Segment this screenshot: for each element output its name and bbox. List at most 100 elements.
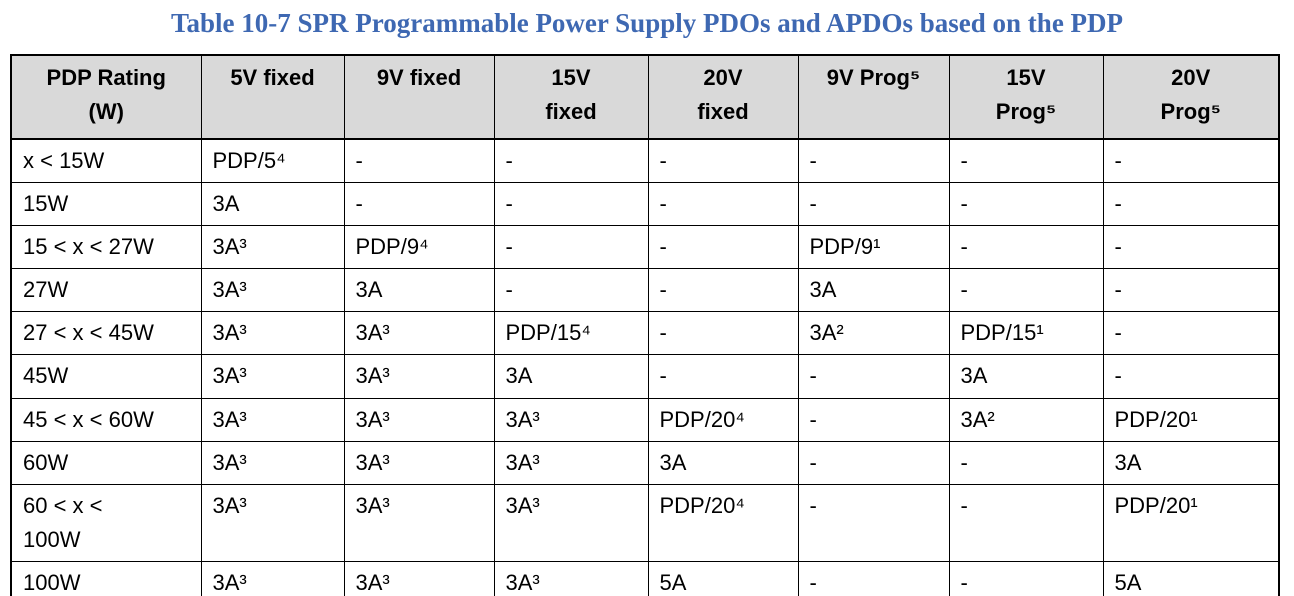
table-title: Table 10-7 SPR Programmable Power Supply… bbox=[170, 8, 1124, 38]
table-row: 15W 3A - - - - - - bbox=[10, 182, 1280, 227]
column-header-5v-fixed: 5V fixed bbox=[200, 54, 345, 140]
table-cell: - bbox=[1102, 354, 1280, 399]
table-cell: 27W bbox=[10, 268, 202, 313]
pdo-apdo-table: PDP Rating (W) 5V fixed 9V fixed 15V fix… bbox=[10, 54, 1280, 596]
table-cell: x < 15W bbox=[10, 138, 202, 184]
table-cell: 3A³ bbox=[493, 560, 649, 596]
table-cell: - bbox=[948, 138, 1104, 184]
table-cell: PDP/5⁴ bbox=[200, 138, 345, 184]
table-cell: 3A³ bbox=[200, 483, 345, 562]
table-cell: - bbox=[797, 560, 950, 596]
table-cell: 5A bbox=[1102, 560, 1280, 596]
table-cell: 3A³ bbox=[493, 483, 649, 562]
table-cell: - bbox=[948, 560, 1104, 596]
table-cell: - bbox=[1102, 225, 1280, 270]
column-header-9v-fixed: 9V fixed bbox=[343, 54, 495, 140]
table-cell: 3A³ bbox=[343, 311, 495, 356]
table-cell: - bbox=[797, 354, 950, 399]
table-cell: PDP/20¹ bbox=[1102, 483, 1280, 562]
table-cell: - bbox=[343, 182, 495, 227]
table-cell: PDP/15⁴ bbox=[493, 311, 649, 356]
table-row: 27W 3A³ 3A - - 3A - - bbox=[10, 268, 1280, 313]
table-row: x < 15W PDP/5⁴ - - - - - - bbox=[10, 138, 1280, 184]
column-header-pdp-rating: PDP Rating (W) bbox=[10, 54, 202, 140]
table-cell: 3A³ bbox=[343, 397, 495, 442]
table-cell: 3A³ bbox=[493, 440, 649, 485]
table-row: 45W 3A³ 3A³ 3A - - 3A - bbox=[10, 354, 1280, 399]
table-cell: - bbox=[647, 225, 799, 270]
table-cell: 3A² bbox=[948, 397, 1104, 442]
table-cell: PDP/15¹ bbox=[948, 311, 1104, 356]
table-cell: - bbox=[797, 483, 950, 562]
table-cell: 3A³ bbox=[200, 560, 345, 596]
table-cell: 3A³ bbox=[493, 397, 649, 442]
table-row: 45 < x < 60W 3A³ 3A³ 3A³ PDP/20⁴ - 3A² P… bbox=[10, 397, 1280, 442]
header-row: PDP Rating (W) 5V fixed 9V fixed 15V fix… bbox=[10, 54, 1280, 140]
document-page: Table 10-7 SPR Programmable Power Supply… bbox=[0, 7, 1294, 596]
table-row: 100W 3A³ 3A³ 3A³ 5A - - 5A bbox=[10, 560, 1280, 596]
table-cell: 3A³ bbox=[200, 354, 345, 399]
table-cell: 3A bbox=[948, 354, 1104, 399]
table-cell: - bbox=[948, 483, 1104, 562]
table-cell: - bbox=[797, 440, 950, 485]
column-header-20v-prog: 20V Prog⁵ bbox=[1102, 54, 1280, 140]
table-cell: 3A bbox=[1102, 440, 1280, 485]
table-cell: 3A³ bbox=[200, 397, 345, 442]
table-cell: 3A³ bbox=[200, 225, 345, 270]
table-cell: 3A bbox=[200, 182, 345, 227]
table-cell: 3A bbox=[343, 268, 495, 313]
table-cell: 15 < x < 27W bbox=[10, 225, 202, 270]
table-cell: PDP/20¹ bbox=[1102, 397, 1280, 442]
table-cell: 27 < x < 45W bbox=[10, 311, 202, 356]
table-cell: PDP/20⁴ bbox=[647, 483, 799, 562]
table-cell: 3A³ bbox=[343, 483, 495, 562]
table-cell: - bbox=[647, 354, 799, 399]
column-header-15v-prog: 15V Prog⁵ bbox=[948, 54, 1104, 140]
table-cell: 3A³ bbox=[200, 268, 345, 313]
table-cell: 3A² bbox=[797, 311, 950, 356]
table-cell: - bbox=[797, 397, 950, 442]
table-cell: 45 < x < 60W bbox=[10, 397, 202, 442]
table-cell: 3A³ bbox=[200, 440, 345, 485]
table-cell: - bbox=[948, 268, 1104, 313]
table-cell: 3A bbox=[797, 268, 950, 313]
table-cell: 3A³ bbox=[200, 311, 345, 356]
table-cell: - bbox=[1102, 268, 1280, 313]
column-header-9v-prog: 9V Prog⁵ bbox=[797, 54, 950, 140]
table-cell: - bbox=[647, 182, 799, 227]
table-cell: 60W bbox=[10, 440, 202, 485]
table-cell: - bbox=[948, 225, 1104, 270]
table-cell: - bbox=[493, 225, 649, 270]
table-cell: PDP/20⁴ bbox=[647, 397, 799, 442]
table-cell: 3A³ bbox=[343, 560, 495, 596]
table-cell: PDP/9¹ bbox=[797, 225, 950, 270]
table-cell: - bbox=[1102, 138, 1280, 184]
table-cell: - bbox=[1102, 182, 1280, 227]
table-cell: 100W bbox=[10, 560, 202, 596]
table-cell: - bbox=[948, 182, 1104, 227]
column-header-15v-fixed: 15V fixed bbox=[493, 54, 649, 140]
table-cell: 3A bbox=[493, 354, 649, 399]
column-header-20v-fixed: 20V fixed bbox=[647, 54, 799, 140]
table-cell: - bbox=[797, 182, 950, 227]
table-cell: - bbox=[343, 138, 495, 184]
table-row: 60 < x < 100W 3A³ 3A³ 3A³ PDP/20⁴ - - PD… bbox=[10, 483, 1280, 562]
table-row: 15 < x < 27W 3A³ PDP/9⁴ - - PDP/9¹ - - bbox=[10, 225, 1280, 270]
table-cell: - bbox=[647, 311, 799, 356]
table-cell: 45W bbox=[10, 354, 202, 399]
table-cell: - bbox=[1102, 311, 1280, 356]
table-cell: 5A bbox=[647, 560, 799, 596]
table-cell: 60 < x < 100W bbox=[10, 483, 202, 562]
table-cell: - bbox=[493, 182, 649, 227]
table-row: 60W 3A³ 3A³ 3A³ 3A - - 3A bbox=[10, 440, 1280, 485]
table-cell: 3A³ bbox=[343, 354, 495, 399]
table-cell: 15W bbox=[10, 182, 202, 227]
table-cell: PDP/9⁴ bbox=[343, 225, 495, 270]
table-cell: - bbox=[797, 138, 950, 184]
table-cell: 3A³ bbox=[343, 440, 495, 485]
table-cell: - bbox=[493, 268, 649, 313]
table-row: 27 < x < 45W 3A³ 3A³ PDP/15⁴ - 3A² PDP/1… bbox=[10, 311, 1280, 356]
table-cell: - bbox=[647, 138, 799, 184]
table-cell: - bbox=[647, 268, 799, 313]
table-cell: 3A bbox=[647, 440, 799, 485]
